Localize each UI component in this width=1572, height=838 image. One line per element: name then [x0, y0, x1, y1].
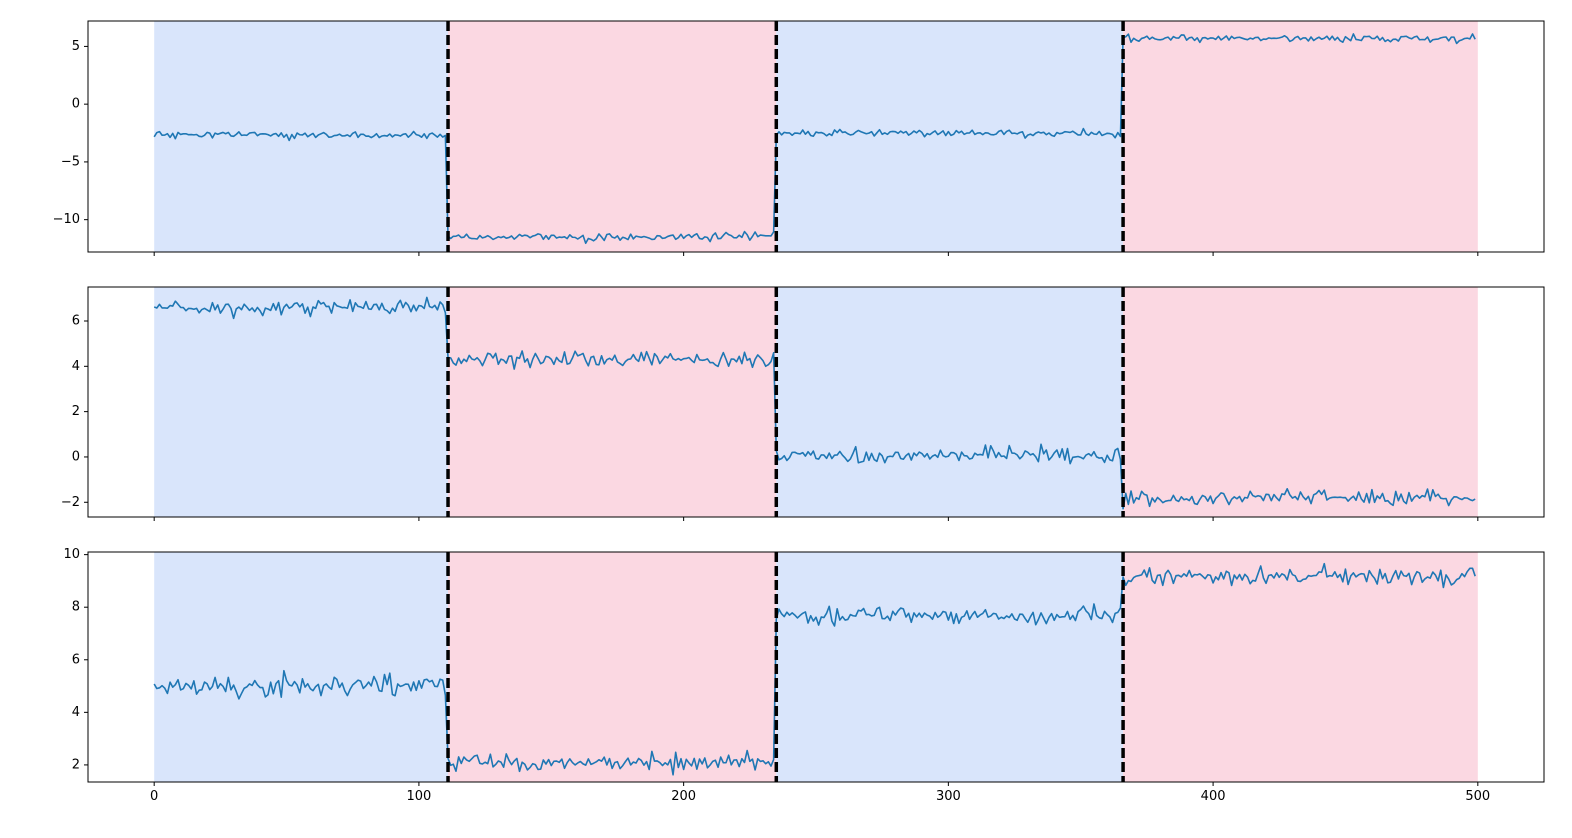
- subplot-1-y-tick-label: −10: [53, 212, 80, 227]
- subplot-2-y-tick-label: 0: [72, 449, 80, 464]
- subplot-2-frame: [87, 286, 1545, 518]
- subplot-3-frame: [87, 551, 1545, 783]
- subplot-1-y-ticks: 5 0 −5 −10: [53, 39, 88, 227]
- subplot-2-x-ticks: [153, 517, 1479, 521]
- subplot-2-y-tick-label: −2: [61, 495, 80, 510]
- subplot-1-series: [153, 33, 1476, 245]
- subplot-2-series: [153, 296, 1476, 510]
- subplot-2-y-tick-label: 6: [72, 313, 80, 328]
- subplot-3-x-tick-label: 400: [1201, 789, 1226, 804]
- subplot-1-x-ticks: [153, 252, 1479, 256]
- subplot-3-y-tick-label: 6: [72, 652, 80, 667]
- subplot-1-breakpoints: [446, 21, 1125, 252]
- subplot-2-regime-4: [1123, 287, 1478, 517]
- subplot-3-y-tick-label: 10: [63, 547, 80, 562]
- subplot-3-series: [153, 562, 1476, 776]
- subplot-3-shading: [154, 552, 1478, 782]
- subplot-1-signal-line: [153, 33, 1476, 245]
- subplot-1-y-tick-label: 0: [72, 97, 80, 112]
- subplot-2-breakpoints: [446, 287, 1125, 517]
- subplot-2-signal-line: [153, 296, 1476, 510]
- subplot-2-regime-2: [448, 287, 777, 517]
- subplot-2-regime-3: [776, 287, 1124, 517]
- subplot-3-regime-4: [1123, 552, 1478, 782]
- subplot-2-y-ticks: 6 4 2 0 −2: [61, 313, 88, 510]
- subplot-1-regime-2: [448, 21, 777, 252]
- subplot-3-regime-3: [776, 552, 1124, 782]
- subplot-1: 5 0 −5 −10: [53, 20, 1545, 256]
- subplot-1-frame: [87, 20, 1545, 253]
- subplot-2-y-tick-label: 4: [72, 359, 80, 374]
- subplot-2-shading: [154, 287, 1478, 517]
- subplot-1-regime-3: [776, 21, 1124, 252]
- subplot-1-regime-4: [1123, 21, 1478, 252]
- subplot-3: 10 8 6 4 2 0 100 200 300 400 500: [63, 547, 1545, 804]
- subplot-3-x-tick-label: 200: [671, 789, 696, 804]
- subplot-3-y-ticks: 10 8 6 4 2: [63, 547, 88, 772]
- subplot-3-y-tick-label: 4: [72, 705, 80, 720]
- subplot-3-x-tick-label: 300: [936, 789, 961, 804]
- subplot-2: 6 4 2 0 −2: [61, 286, 1545, 521]
- subplot-3-x-tick-label: 100: [406, 789, 431, 804]
- subplot-1-shading: [154, 21, 1478, 252]
- subplot-1-y-tick-label: −5: [61, 154, 80, 169]
- subplot-3-signal-line: [153, 562, 1476, 776]
- subplot-3-x-ticks: 0 100 200 300 400 500: [150, 782, 1490, 804]
- subplot-3-y-tick-label: 8: [72, 600, 80, 615]
- subplot-3-x-tick-label: 500: [1465, 789, 1490, 804]
- subplot-1-y-tick-label: 5: [72, 39, 80, 54]
- subplot-2-y-tick-label: 2: [72, 404, 80, 419]
- subplot-3-regime-1: [154, 552, 449, 782]
- subplot-3-breakpoints: [446, 552, 1125, 782]
- subplot-3-x-tick-label: 0: [150, 789, 158, 804]
- subplot-3-y-tick-label: 2: [72, 757, 80, 772]
- subplot-3-regime-2: [448, 552, 777, 782]
- subplot-2-regime-1: [154, 287, 449, 517]
